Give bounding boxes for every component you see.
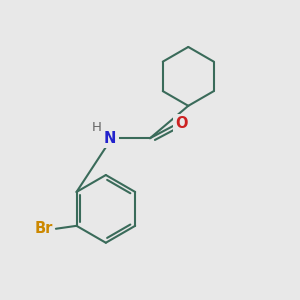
Text: Br: Br xyxy=(34,221,53,236)
Text: N: N xyxy=(104,131,116,146)
Text: O: O xyxy=(175,116,188,131)
Text: H: H xyxy=(92,122,102,134)
